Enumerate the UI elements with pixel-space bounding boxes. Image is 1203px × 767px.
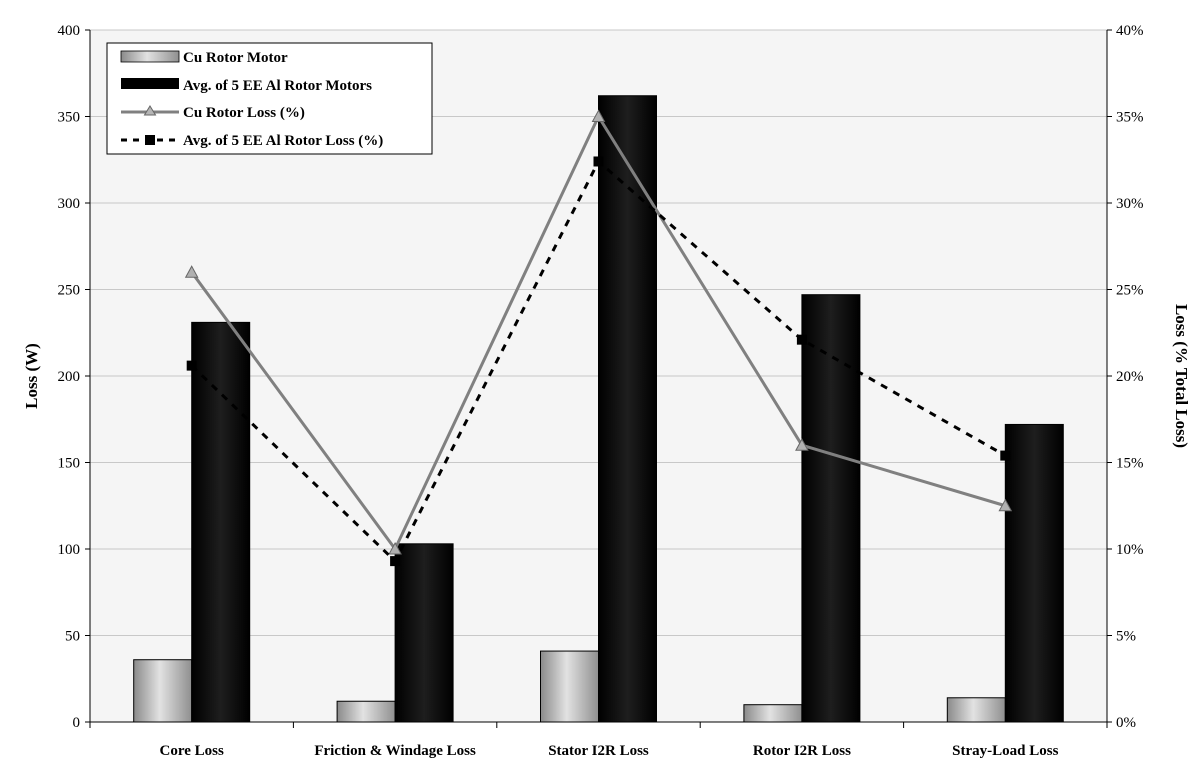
- bar: [598, 95, 657, 723]
- y2-tick-label: 10%: [1116, 542, 1144, 558]
- y2-tick-label: 5%: [1116, 629, 1136, 645]
- axes: [85, 29, 1112, 728]
- point-marker: [591, 109, 606, 122]
- bar: [540, 650, 599, 723]
- x-tick-label: Stray-Load Loss: [952, 743, 1058, 759]
- legend: Cu Rotor Motor Avg. of 5 EE Al Rotor Mot…: [106, 42, 433, 155]
- point-marker: [593, 156, 604, 167]
- bar: [1004, 423, 1064, 723]
- lines: [184, 109, 1013, 567]
- y-tick-label: 150: [58, 456, 81, 472]
- y2-tick-label: 30%: [1116, 196, 1144, 212]
- bar: [336, 700, 396, 723]
- y-tick-label: 50: [65, 629, 80, 645]
- y2-axis-title: Loss (% Total Loss): [1172, 304, 1191, 448]
- y-tick-label: 200: [58, 369, 81, 385]
- bar: [946, 697, 1006, 723]
- point-marker: [796, 334, 807, 345]
- y2-tick-label: 0%: [1116, 715, 1136, 731]
- y-tick-label: 300: [58, 196, 81, 212]
- point-marker: [390, 556, 401, 567]
- x-tick-label: Stator I2R Loss: [548, 743, 649, 759]
- y-tick-label: 100: [58, 542, 81, 558]
- point-marker: [184, 265, 199, 278]
- legend-marker-cu-line: [143, 105, 157, 116]
- y2-tick-label: 25%: [1116, 283, 1144, 299]
- y-tick-label: 0: [73, 715, 81, 731]
- y2-tick-label: 15%: [1116, 456, 1144, 472]
- bar: [394, 543, 454, 723]
- point-marker: [998, 498, 1013, 512]
- legend-label-cu-line: Cu Rotor Loss (%): [183, 105, 305, 121]
- y2-tick-label: 40%: [1116, 23, 1144, 39]
- point-marker: [186, 360, 197, 371]
- legend-label-cu-bar: Cu Rotor Motor: [183, 50, 288, 66]
- y2-tick-label: 35%: [1116, 110, 1144, 126]
- point-marker: [795, 438, 809, 451]
- bar: [133, 659, 193, 723]
- bar: [801, 294, 861, 723]
- y-tick-label: 400: [58, 23, 81, 39]
- legend-marker-al-line: [145, 135, 155, 145]
- x-tick-label: Friction & Windage Loss: [314, 743, 476, 759]
- y-tick-label: 350: [58, 110, 81, 126]
- bar: [743, 704, 803, 723]
- y-axis-title: Loss (W): [22, 343, 41, 409]
- x-tick-label: Rotor I2R Loss: [753, 743, 851, 759]
- bar: [191, 321, 251, 723]
- legend-swatch-cu-bar: [120, 50, 180, 63]
- legend-label-al-bar: Avg. of 5 EE Al Rotor Motors: [183, 78, 372, 94]
- point-marker: [388, 541, 402, 555]
- legend-label-al-line: Avg. of 5 EE Al Rotor Loss (%): [183, 133, 383, 149]
- y2-tick-label: 20%: [1116, 369, 1144, 385]
- point-marker: [1000, 450, 1011, 461]
- x-tick-label: Core Loss: [160, 743, 224, 759]
- bars: [133, 95, 1064, 723]
- legend-swatch-al-bar: [121, 78, 179, 89]
- y-tick-label: 250: [58, 283, 81, 299]
- tick-labels: 0 0% 50 5% 100 10% 150 15% 200 20% 250 25% 300 30% 350…: [58, 23, 1144, 759]
